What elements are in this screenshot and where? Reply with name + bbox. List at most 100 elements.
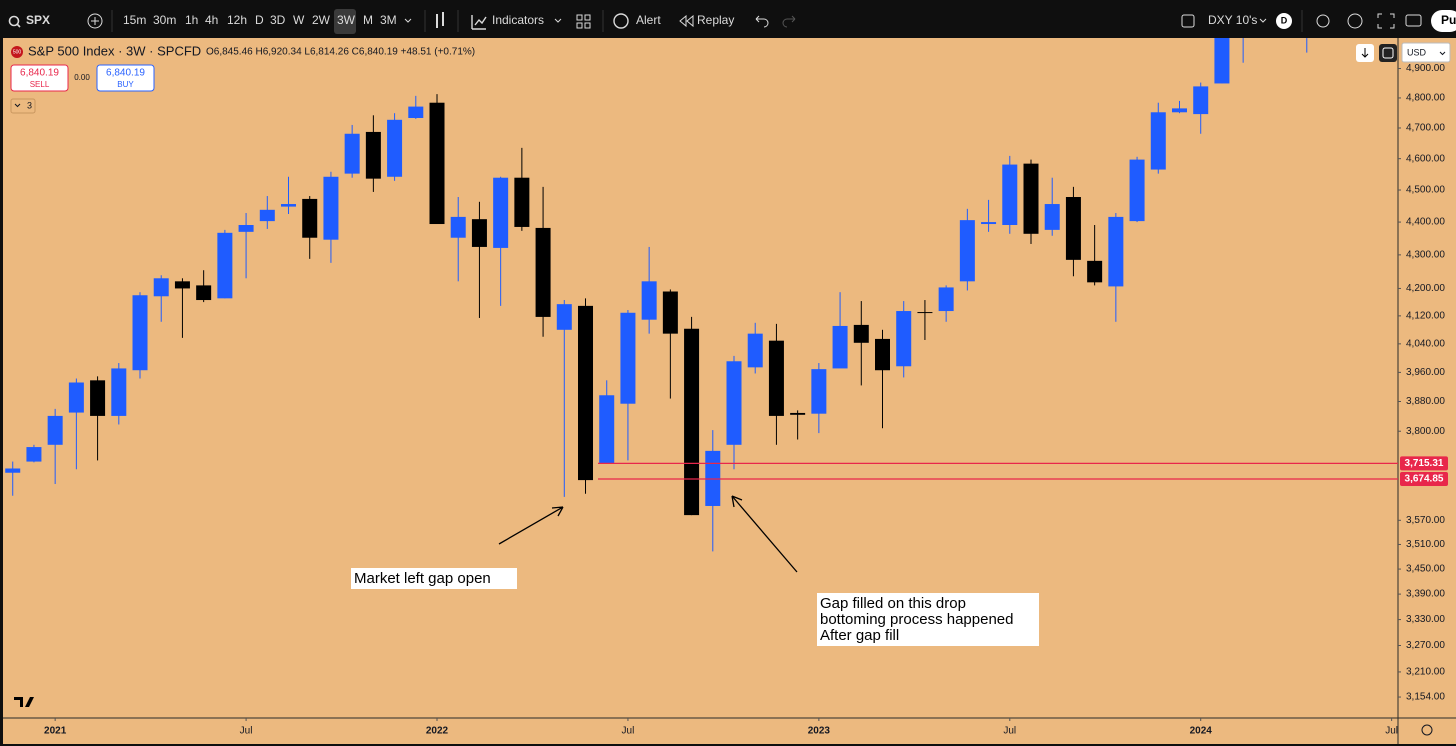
interval-button[interactable]: 3D (270, 13, 286, 27)
compare-symbol[interactable]: DXY 10's (1208, 13, 1257, 27)
publish-button[interactable] (1431, 10, 1456, 32)
undo[interactable] (755, 15, 769, 28)
sell-label: SELL (30, 80, 50, 89)
x-tick-label: Jul (1003, 726, 1016, 737)
chevron[interactable] (554, 18, 562, 23)
object-tree-button[interactable] (1379, 44, 1397, 62)
spread: 0.00 (74, 73, 90, 82)
annotation-box (351, 568, 517, 589)
candle-body (1193, 86, 1209, 115)
snapshot[interactable] (1405, 14, 1422, 27)
axis-corner (1398, 718, 1456, 744)
toolbar (0, 0, 1456, 38)
settings[interactable] (1347, 13, 1363, 29)
symbol-logo-text: 500 (13, 49, 22, 55)
y-tick-label: 4,600.00 (1406, 153, 1445, 164)
fullscreen[interactable] (1377, 13, 1395, 29)
price-level-tag (1400, 471, 1448, 486)
y-tick-label: 3,210.00 (1406, 667, 1445, 678)
currency-button[interactable] (1401, 42, 1451, 63)
badge[interactable] (1276, 13, 1292, 29)
candle-body (578, 305, 594, 481)
candle-body (302, 198, 318, 238)
arrow (498, 506, 564, 545)
candle-body (620, 312, 636, 404)
interval-button[interactable]: 3M (380, 13, 397, 27)
symbol[interactable]: SPX (26, 13, 50, 27)
y-tick-label: 4,300.00 (1406, 250, 1445, 261)
interval-button[interactable]: 12h (227, 13, 247, 27)
indicators-button[interactable]: Indicators (492, 13, 544, 27)
interval-button[interactable]: 1h (185, 13, 198, 27)
candle-body (811, 369, 827, 414)
y-tick-label: 3,450.00 (1406, 564, 1445, 575)
interval-button[interactable]: 3W (337, 13, 356, 27)
candle-body (408, 106, 424, 119)
alert-icon (613, 13, 629, 29)
indicators-icon (471, 15, 487, 30)
arrow (731, 495, 798, 573)
candle-body (1108, 216, 1124, 287)
search-icon[interactable] (8, 15, 20, 27)
y-tick-label: 3,270.00 (1406, 640, 1445, 651)
x-tick-label: 2023 (808, 726, 831, 737)
time-axis (3, 718, 1398, 744)
chevron (14, 103, 21, 108)
candle-body (726, 361, 742, 445)
add-symbol[interactable] (87, 13, 103, 29)
candle-body (281, 204, 297, 207)
candle-body (641, 281, 657, 320)
y-tick-label: 3,390.00 (1406, 589, 1445, 600)
interval-button[interactable]: 15m (123, 13, 146, 27)
toolbar-items: SPX Indicators Alert Replay DXY 10's D P… (8, 9, 1456, 34)
overlay: 500 S&P 500 Index · 3W · SPCFD O6,845.46… (10, 42, 1451, 736)
interval-button[interactable]: D (255, 13, 264, 27)
replay-button[interactable]: Replay (697, 13, 734, 27)
scroll-icon (1361, 48, 1369, 58)
compare-checkbox[interactable] (1181, 14, 1195, 28)
axis-settings[interactable] (1421, 724, 1433, 736)
y-tick-label: 3,880.00 (1406, 396, 1445, 407)
object-tree-icon (1382, 47, 1394, 59)
interval-active (334, 9, 356, 34)
price-axis (1398, 38, 1456, 718)
sell-price: 6,840.19 (20, 68, 59, 79)
candle-body (111, 368, 127, 416)
buy-button[interactable] (96, 64, 155, 92)
interval-button[interactable]: 30m (153, 13, 176, 27)
candle-body (1065, 197, 1081, 260)
candle-body (832, 325, 848, 369)
redo[interactable] (782, 15, 796, 28)
sell-button[interactable] (10, 64, 69, 92)
candle-body (471, 219, 487, 247)
chevron[interactable] (404, 18, 412, 23)
candle-body (662, 291, 678, 334)
layout-icon[interactable] (576, 14, 591, 29)
symbol-logo (11, 46, 23, 58)
annotation-text: Gap filled on this drop (820, 595, 966, 612)
candle-body (323, 176, 339, 240)
legend-ohlc: O6,845.46 H6,920.34 L6,814.26 C6,840.19 … (206, 47, 475, 58)
indicators-toggle[interactable] (10, 98, 36, 114)
search-icon (16, 23, 21, 28)
candle-body (387, 119, 403, 177)
chart-background (3, 38, 1398, 718)
quick-search[interactable] (1316, 14, 1330, 28)
interval-button[interactable]: 4h (205, 13, 218, 27)
interval-button[interactable]: M (363, 13, 373, 27)
candle-body (535, 227, 551, 317)
candle-body (1023, 163, 1039, 234)
buy-price: 6,840.19 (106, 68, 145, 79)
candle-body (238, 224, 254, 232)
chevron[interactable] (1259, 18, 1267, 23)
y-tick-label: 3,800.00 (1406, 426, 1445, 437)
interval-button[interactable]: W (293, 13, 305, 27)
x-tick-label: Jul (1385, 726, 1398, 737)
add-symbol-icon (91, 17, 99, 25)
buy-label: BUY (117, 80, 134, 89)
chart-type-icon[interactable] (436, 12, 444, 28)
alert-button[interactable]: Alert (636, 13, 661, 27)
interval-button[interactable]: 2W (312, 13, 331, 27)
candle-body (174, 281, 190, 289)
